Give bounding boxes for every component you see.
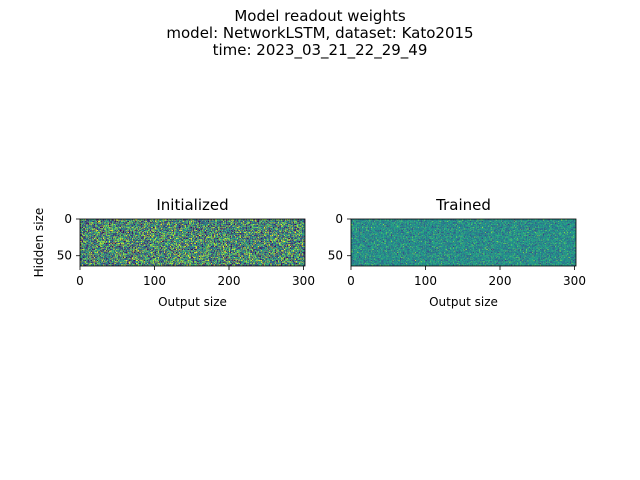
x-tick-label: 300 — [292, 274, 315, 288]
x-tick-label: 200 — [489, 274, 512, 288]
panel-title: Initialized — [156, 196, 228, 214]
x-tick-label: 200 — [218, 274, 241, 288]
x-tick-label: 0 — [347, 274, 355, 288]
y-axis-label: Hidden size — [32, 208, 46, 278]
y-tick-label: 50 — [328, 249, 343, 263]
x-tick-label: 100 — [143, 274, 166, 288]
axes-frame — [350, 218, 577, 267]
y-tick-label: 0 — [335, 212, 343, 226]
heatmap-image — [80, 219, 305, 266]
figure-title-line-1: Model readout weights — [234, 7, 406, 25]
y-tick-label: 0 — [64, 212, 72, 226]
x-axis-label: Output size — [429, 295, 498, 309]
heatmap-panel-1: Initialized 0 100 200 300 0 50 Output size Hidde… — [32, 196, 315, 309]
x-axis-label: Output size — [158, 295, 227, 309]
figure-title-line-2: model: NetworkLSTM, dataset: Kato2015 — [166, 24, 474, 42]
axes-frame — [79, 218, 306, 267]
heatmap-panel-2: Trained 0 100 200 300 0 50 Output size — [328, 196, 586, 309]
y-tick-label: 50 — [57, 249, 72, 263]
x-tick-label: 100 — [414, 274, 437, 288]
panel-title: Trained — [435, 196, 491, 214]
heatmap-image — [351, 219, 576, 266]
x-tick-label: 0 — [76, 274, 84, 288]
figure-title-line-3: time: 2023_03_21_22_29_49 — [212, 41, 428, 59]
x-tick-label: 300 — [563, 274, 586, 288]
